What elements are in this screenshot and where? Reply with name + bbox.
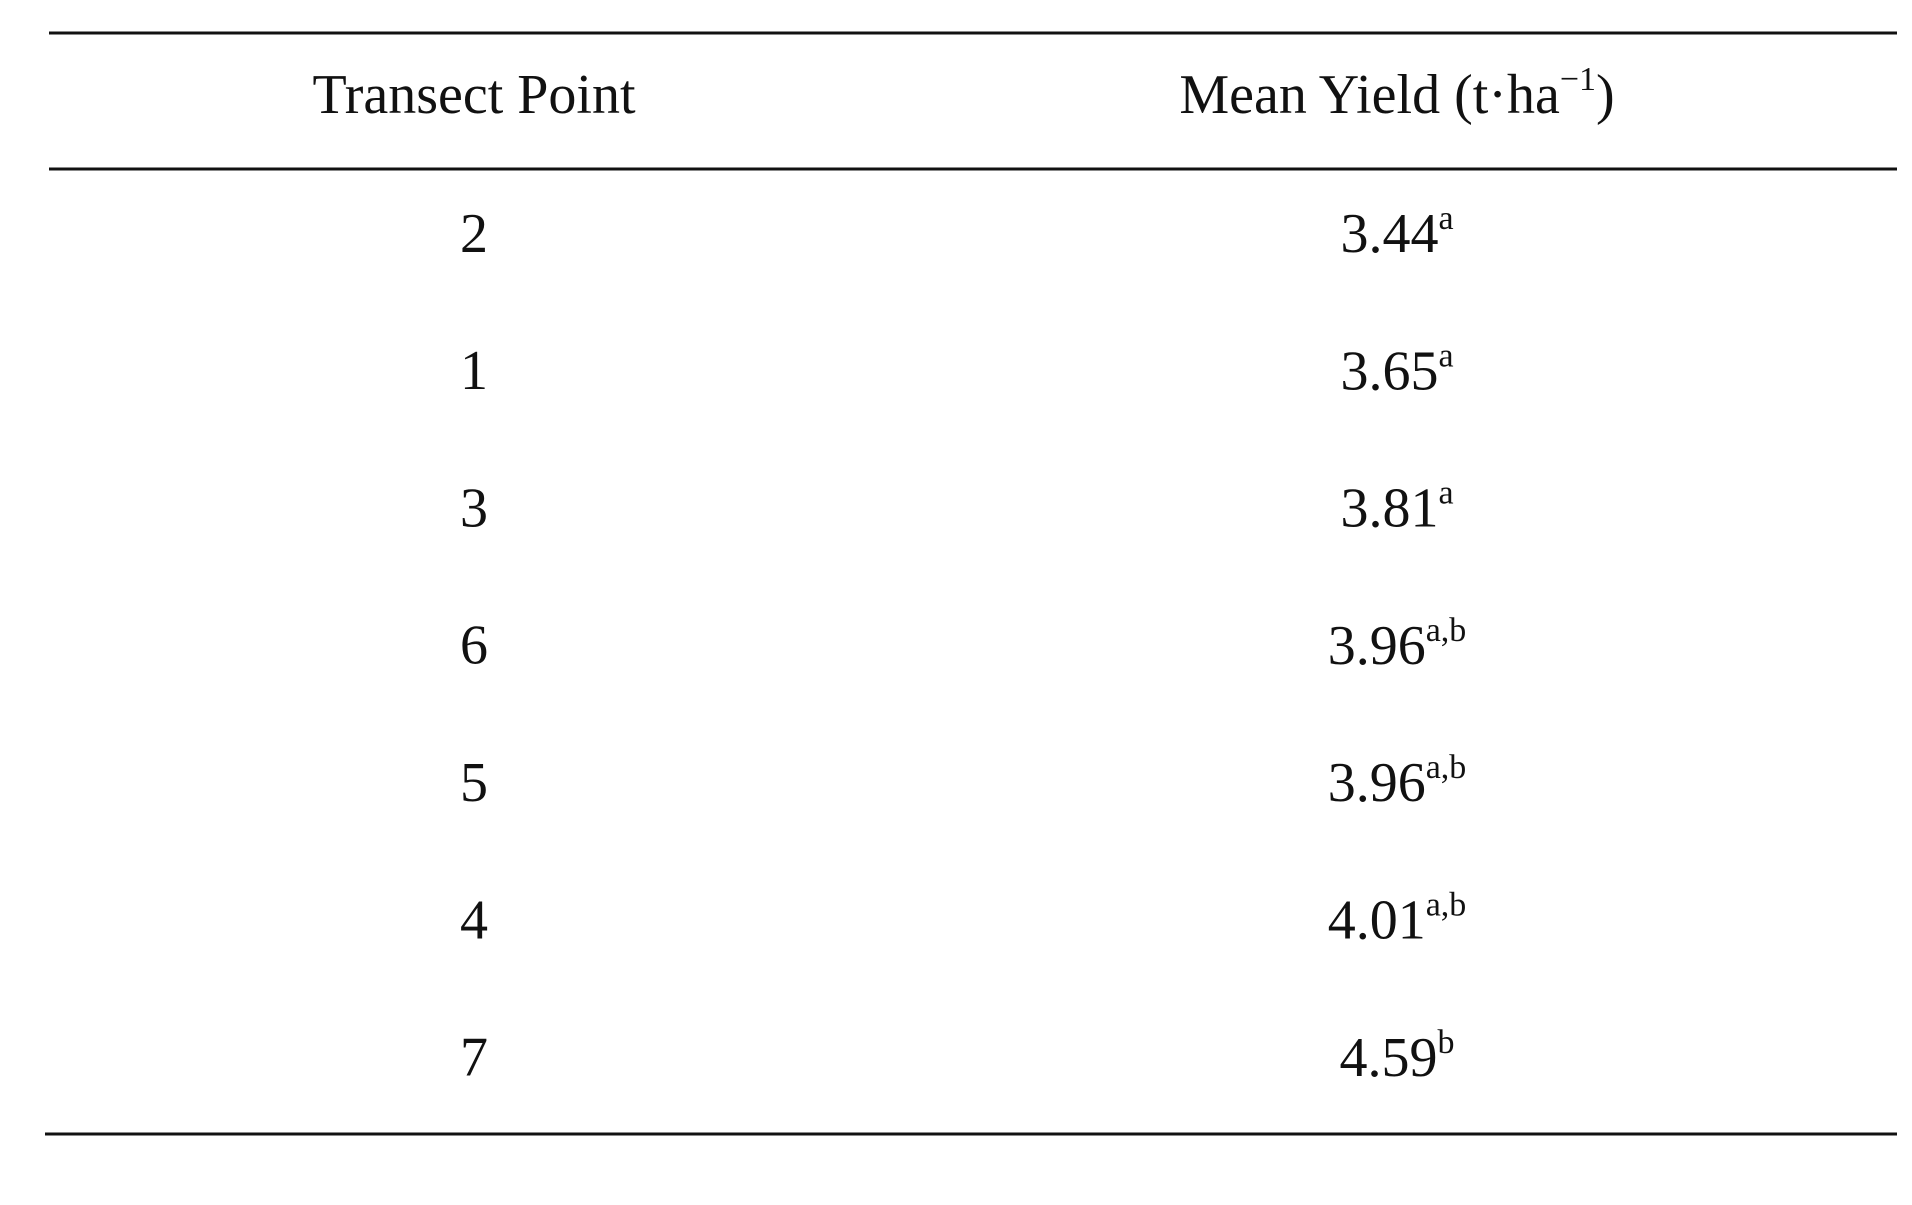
yield-value: 3.65	[1340, 340, 1438, 402]
point-cell: 3	[460, 477, 488, 539]
yield-superscript: a,b	[1426, 612, 1467, 649]
yield-superscript: b	[1438, 1024, 1455, 1061]
yield-value: 3.96	[1328, 615, 1426, 677]
yield-superscript: a	[1438, 337, 1453, 374]
point-cell: 2	[460, 203, 488, 265]
yield-cell: 3.96a,b	[1328, 612, 1467, 677]
yield-cell: 3.96a,b	[1328, 749, 1467, 814]
yield-cell: 3.81a	[1340, 474, 1453, 539]
point-cell: 1	[460, 340, 488, 402]
yield-cell: 3.44a	[1340, 200, 1453, 265]
point-cell: 6	[460, 615, 488, 677]
yield-superscript: a	[1438, 200, 1453, 237]
yield-value: 4.59	[1340, 1027, 1438, 1089]
yield-value: 3.44	[1340, 203, 1438, 265]
yield-superscript: a	[1438, 474, 1453, 511]
yield-value: 3.96	[1328, 752, 1426, 814]
yield-value: 3.81	[1340, 477, 1438, 539]
yield-value: 4.01	[1328, 889, 1426, 951]
point-cell: 5	[460, 752, 488, 814]
point-cell: 4	[460, 889, 488, 951]
header-cell: Mean Yield (t·ha−1)	[1179, 61, 1614, 126]
yield-cell: 4.01a,b	[1328, 886, 1467, 951]
yield-cell: 4.59b	[1340, 1024, 1455, 1089]
yield-cell: 3.65a	[1340, 337, 1453, 402]
point-cell: 7	[460, 1027, 488, 1089]
header-cell: Transect Point	[312, 64, 636, 126]
yield-superscript: a,b	[1426, 749, 1467, 786]
header-text: Mean Yield (t·ha	[1179, 64, 1560, 126]
header-text: )	[1596, 64, 1615, 126]
yield-superscript: a,b	[1426, 886, 1467, 923]
header-superscript: −1	[1560, 61, 1596, 98]
